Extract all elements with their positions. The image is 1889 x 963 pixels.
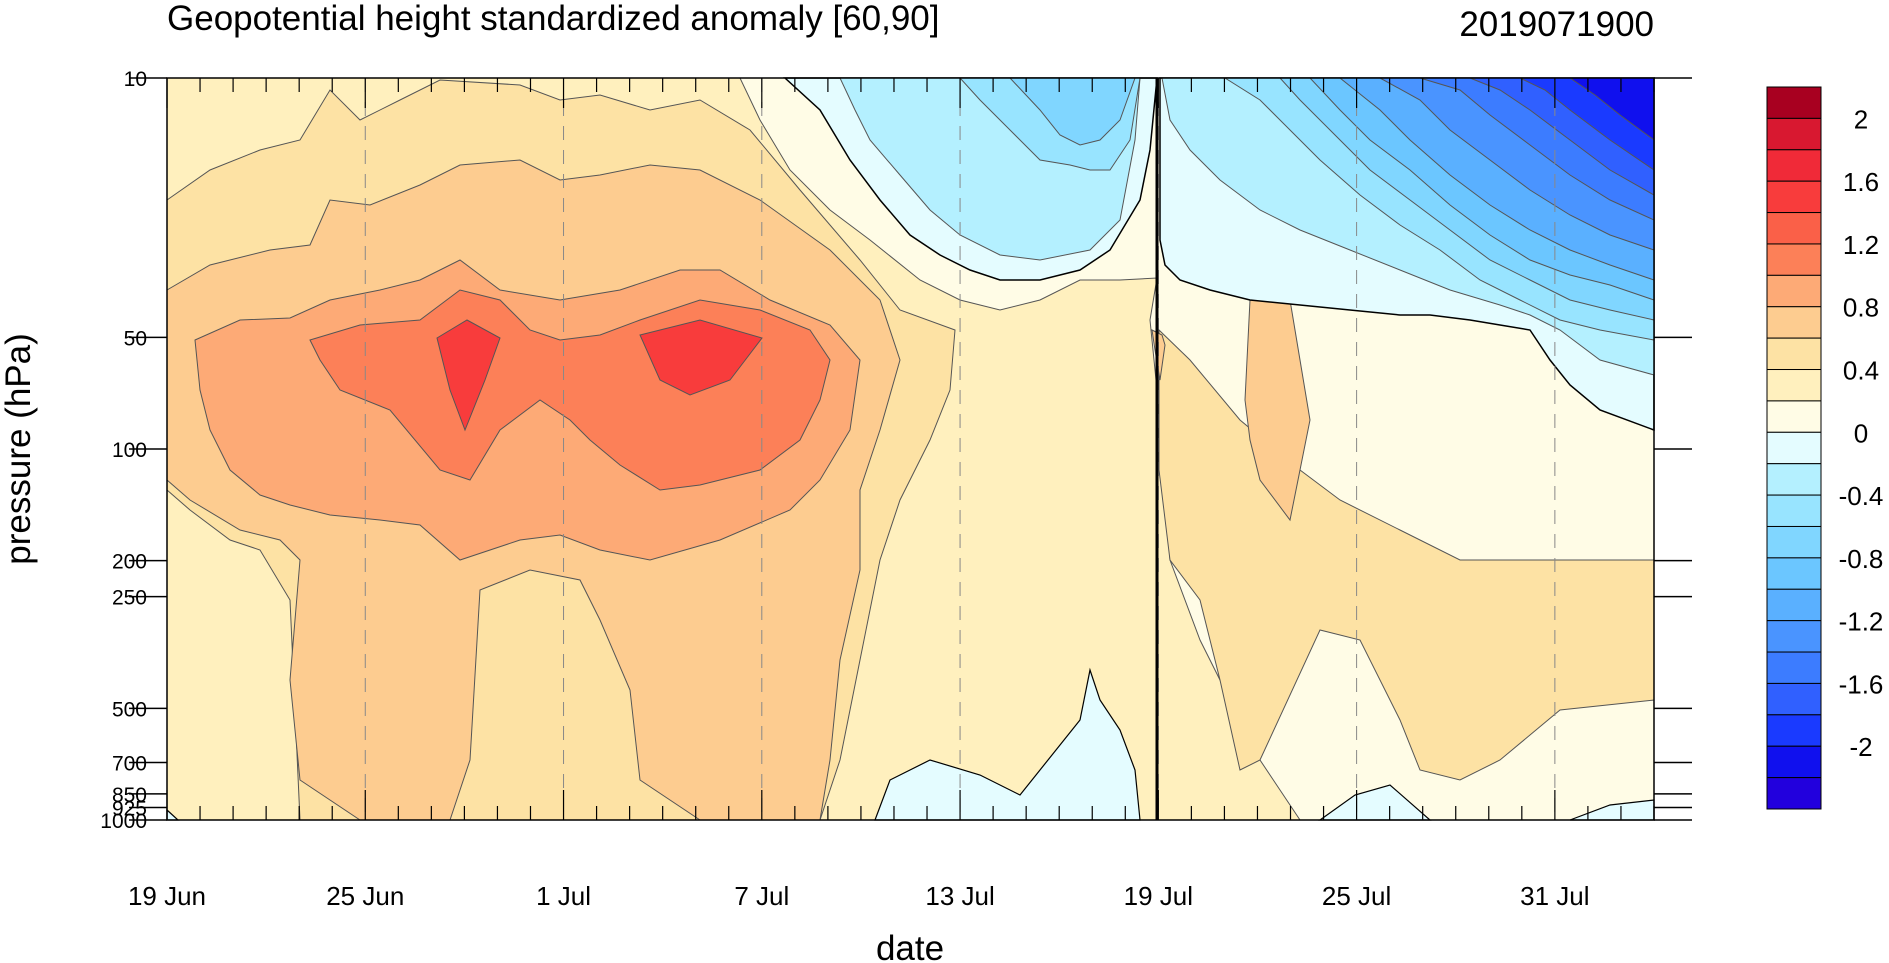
x-tick-label: 31 Jul [1520,881,1589,911]
y-tick-label: 10 [124,68,147,91]
colorbar-swatch [1766,463,1822,496]
contour-fill-1.4-to-1.6-a [436,319,501,432]
date-label: 2019071900 [1459,5,1654,44]
y-tick-label: 50 [124,327,147,350]
colorbar-tick-label: 2 [1854,104,1868,134]
colorbar-tick-label: -0.8 [1839,544,1884,574]
colorbar-swatch [1766,588,1822,622]
colorbar-tick-label: -2 [1849,732,1872,762]
colorbar-tick-label: 1.6 [1843,167,1879,197]
colorbar-swatch [1766,306,1822,339]
colorbar-swatch [1766,369,1822,402]
y-tick-label: 850 [112,784,147,807]
y-tick-label: 1000 [100,810,147,833]
colorbar-swatch [1766,337,1822,371]
colorbar-tick-label: 0.8 [1843,293,1879,323]
colorbar-swatch [1766,117,1822,151]
y-tick-label: 250 [112,587,147,610]
colorbar-tick-label: -1.6 [1839,669,1884,699]
y-tick-label: 200 [112,551,147,574]
colorbar-swatch [1766,745,1822,779]
x-tick-label: 25 Jun [326,881,404,911]
contour-fill-1.4-to-1.6-b [639,319,763,396]
contour-fill-0.6-to-0.8-east [1244,299,1311,522]
colorbar-swatch [1766,682,1822,716]
colorbar-swatch [1766,400,1822,433]
y-tick-label: 500 [112,698,147,721]
colorbar: 2 1.6 1.2 0.8 0.4 0 -0.4 -0.8 -1.2 -1.6 -2 [1766,86,1884,810]
colorbar-swatch [1766,243,1822,276]
contour-fill-neg-0.8-to-neg-0.6 [1008,77,1136,146]
contour-fill-0.4-to-0.6-east [1158,328,1655,781]
colorbar-swatch [1766,431,1822,465]
y-tick-label: 925 [112,797,147,820]
colorbar-swatch [1766,180,1822,214]
plot-area [166,77,1655,821]
contour-fill-neg-low-level-a [874,667,1141,821]
colorbar-tick-label: 0.4 [1843,356,1879,386]
colorbar-swatch [1766,525,1822,559]
colorbar-swatch [1766,149,1822,182]
x-tick-label: 25 Jul [1322,881,1391,911]
colorbar-swatch [1766,557,1822,590]
colorbar-tick-label: -0.4 [1839,481,1884,511]
x-axis-label: date [876,929,944,963]
colorbar-tick-label: -1.2 [1839,607,1884,637]
colorbar-swatch [1766,274,1822,308]
colorbar-tick-label: 1.2 [1843,230,1879,260]
colorbar-swatch [1766,86,1822,119]
colorbar-swatch [1766,494,1822,527]
colorbar-swatch [1766,651,1822,684]
x-tick-label: 13 Jul [925,881,994,911]
colorbar-tick-label: 0 [1854,418,1868,448]
colorbar-swatch [1766,714,1822,747]
x-tick-label: 7 Jul [734,881,789,911]
x-tick-label: 1 Jul [536,881,591,911]
x-axis: 19 Jun 25 Jun 1 Jul 7 Jul 13 Jul 19 Jul 25 Jul… [128,78,1655,911]
y-axis-label: pressure (hPa) [0,333,38,564]
colorbar-swatch [1766,620,1822,653]
x-tick-label: 19 Jul [1124,881,1193,911]
colorbar-swatch [1766,212,1822,245]
y-tick-label: 700 [112,753,147,776]
y-tick-label: 100 [112,439,147,462]
x-tick-label: 19 Jun [128,881,206,911]
colorbar-swatch [1766,777,1822,810]
chart-title: Geopotential height standardized anomaly… [167,0,939,38]
